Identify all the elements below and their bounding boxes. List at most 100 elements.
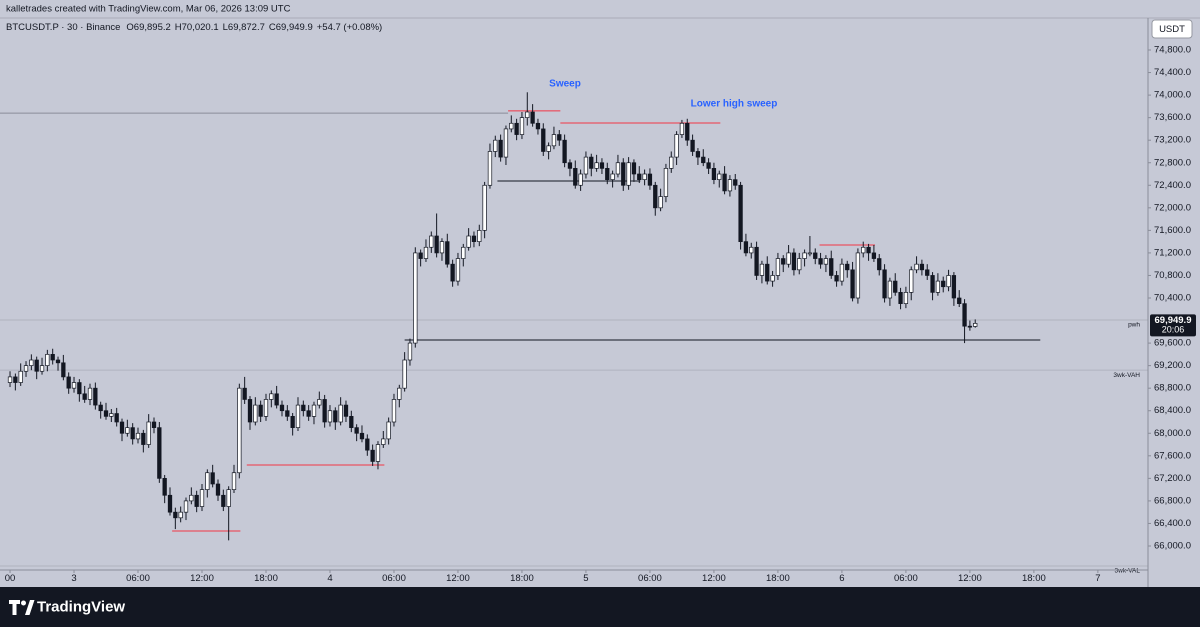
candle-body xyxy=(189,494,194,502)
candle-body xyxy=(183,500,189,513)
candle-body xyxy=(45,354,50,366)
currency-label[interactable]: USDT xyxy=(1159,24,1185,35)
candle-body xyxy=(13,376,18,383)
candle-body xyxy=(973,323,978,327)
candle-body xyxy=(231,472,237,490)
candle-body xyxy=(445,241,450,265)
candle-body xyxy=(722,173,727,192)
candle-body xyxy=(695,151,701,158)
candle-body xyxy=(967,325,973,328)
y-tick-label: 72,400.0 xyxy=(1154,180,1191,191)
ohlc-value: C69,949.9 xyxy=(269,22,313,33)
candle-body xyxy=(71,382,77,389)
candle-body xyxy=(871,252,877,259)
candle-body xyxy=(658,196,663,209)
candle-body xyxy=(605,168,610,180)
candle-body xyxy=(887,280,893,299)
candle-body xyxy=(589,156,594,169)
candle-body xyxy=(594,162,599,169)
candle-body xyxy=(631,162,637,175)
candle-body xyxy=(39,365,45,372)
candle-body xyxy=(829,258,834,276)
candle-body xyxy=(215,483,221,496)
candle-body xyxy=(599,162,605,169)
candle-body xyxy=(119,421,125,434)
candle-body xyxy=(50,354,55,361)
y-tick-label: 69,600.0 xyxy=(1154,338,1191,349)
y-tick-label: 71,600.0 xyxy=(1154,225,1191,236)
candle-body xyxy=(626,162,631,186)
ohlc-value: +54.7 (+0.08%) xyxy=(317,22,383,33)
x-tick-label: 12:00 xyxy=(702,573,726,584)
ohlc-value: L69,872.7 xyxy=(223,22,265,33)
candle-body xyxy=(135,432,141,440)
candle-body xyxy=(855,252,861,299)
candle-body xyxy=(274,393,279,406)
footer xyxy=(0,587,1200,627)
candle-body xyxy=(285,410,290,417)
candle-body xyxy=(786,252,791,265)
candle-body xyxy=(61,362,66,378)
candle-body xyxy=(173,511,178,519)
candle-body xyxy=(391,399,397,423)
candle-body xyxy=(514,122,519,135)
candle-body xyxy=(877,258,882,271)
candle-body xyxy=(98,404,103,412)
x-tick-label: 7 xyxy=(1095,573,1100,584)
y-tick-label: 70,400.0 xyxy=(1154,293,1191,304)
candle-body xyxy=(301,404,306,412)
candle-body xyxy=(925,269,930,276)
candle-body xyxy=(791,252,797,271)
candle-body xyxy=(583,156,589,175)
candle-body xyxy=(103,410,109,417)
candle-body xyxy=(402,359,407,389)
candle-body xyxy=(343,404,349,417)
y-tick-label: 74,800.0 xyxy=(1154,45,1191,56)
candle-body xyxy=(541,128,546,152)
candle-body xyxy=(845,263,850,271)
candle-body xyxy=(733,179,738,186)
candle-body xyxy=(397,387,402,400)
candle-body xyxy=(482,184,487,231)
candle-body xyxy=(263,399,269,417)
candle-body xyxy=(93,387,98,406)
y-tick-label: 68,000.0 xyxy=(1154,428,1191,439)
candle-body xyxy=(930,275,935,293)
candle-body xyxy=(882,269,887,299)
candle-body xyxy=(487,151,493,186)
candle-body xyxy=(962,303,967,327)
candle-body xyxy=(674,134,679,158)
candle-body xyxy=(861,246,866,254)
candle-body xyxy=(775,258,781,276)
candle-body xyxy=(130,427,135,440)
y-tick-label: 72,800.0 xyxy=(1154,157,1191,168)
candle-body xyxy=(381,438,386,445)
candle-body xyxy=(690,139,695,152)
y-tick-label: 68,800.0 xyxy=(1154,383,1191,394)
candle-body xyxy=(941,280,946,288)
candle-body xyxy=(199,489,205,507)
candle-body xyxy=(477,230,482,242)
candle-body xyxy=(455,258,461,282)
candle-body xyxy=(909,269,914,293)
candle-body xyxy=(221,494,226,507)
candle-body xyxy=(850,269,855,299)
y-tick-label: 73,600.0 xyxy=(1154,112,1191,123)
x-tick-label: 12:00 xyxy=(190,573,214,584)
candle-body xyxy=(55,359,61,364)
candle-body xyxy=(365,438,370,451)
currency-button[interactable]: USDT xyxy=(1151,19,1193,39)
candle-body xyxy=(66,376,71,389)
candle-body xyxy=(237,387,242,474)
x-tick-label: 06:00 xyxy=(638,573,662,584)
x-tick-label: 4 xyxy=(327,573,332,584)
candle-body xyxy=(306,410,311,417)
candle-body xyxy=(295,404,301,428)
candle-body xyxy=(727,179,733,192)
candle-body xyxy=(226,489,231,507)
currency-button-box[interactable] xyxy=(1151,19,1193,39)
symbol: BTCUSDT.P · 30 · Binance xyxy=(6,22,120,33)
candle-body xyxy=(18,370,23,383)
candle-body xyxy=(327,410,333,423)
